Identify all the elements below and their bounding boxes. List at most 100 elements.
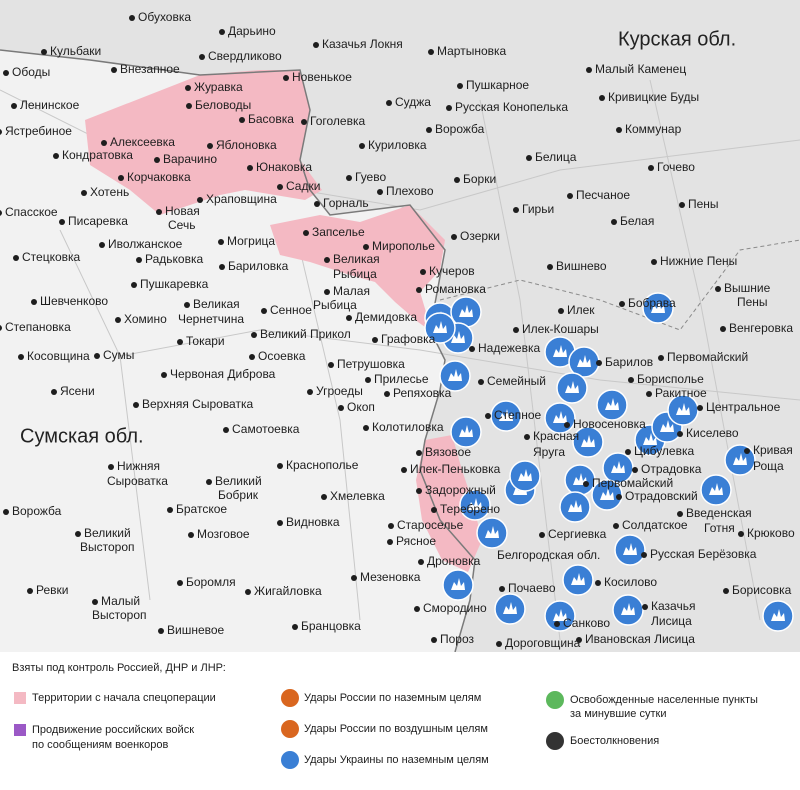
strike-burst xyxy=(448,369,462,381)
place-label: Мозговое xyxy=(197,527,250,541)
place-label: Беловоды xyxy=(195,98,251,112)
place-label: Вишнево xyxy=(556,259,607,273)
place-dot xyxy=(31,299,37,305)
place-label: Свердликово xyxy=(208,49,282,63)
place-dot xyxy=(99,242,105,248)
place-label: Братское xyxy=(176,502,227,516)
place-dot xyxy=(619,301,625,307)
place-dot xyxy=(303,230,309,236)
strike-burst xyxy=(553,609,567,621)
place-dot xyxy=(161,372,167,378)
place-label: Дроновка xyxy=(427,554,481,568)
place-dot xyxy=(156,209,162,215)
place-label: Цибулевка xyxy=(634,444,694,458)
place-label: Барилов xyxy=(605,355,653,369)
place-label: Малый xyxy=(101,594,140,608)
place-dot xyxy=(219,264,225,270)
place-label: Роща xyxy=(753,459,784,473)
place-label: Пушкаревка xyxy=(140,277,209,291)
place-label: Центральное xyxy=(706,400,781,414)
place-dot xyxy=(197,197,203,203)
place-dot xyxy=(625,449,631,455)
place-dot xyxy=(94,353,100,359)
strike-burst xyxy=(451,578,465,590)
place-dot xyxy=(426,127,432,133)
place-label: Сечь xyxy=(168,218,195,232)
place-label: Борисовка xyxy=(732,583,792,597)
place-label: Горналь xyxy=(323,196,369,210)
place-dot xyxy=(177,339,183,345)
place-label: Вязовое xyxy=(425,445,471,459)
strike-burst xyxy=(499,409,513,421)
place-label: Староселье xyxy=(397,518,464,532)
place-label: Кульбаки xyxy=(50,44,101,58)
strike-burst xyxy=(568,500,582,512)
place-dot xyxy=(346,315,352,321)
place-dot xyxy=(247,165,253,171)
place-label: Садки xyxy=(286,179,320,193)
strike-burst xyxy=(565,381,579,393)
place-label: Храповщина xyxy=(206,192,277,206)
place-label: Великая xyxy=(193,297,240,311)
place-dot xyxy=(351,575,357,581)
legend-label: Продвижение российских войск xyxy=(32,724,194,736)
place-dot xyxy=(59,219,65,225)
place-dot xyxy=(454,177,460,183)
place-label: Теребрено xyxy=(440,502,500,516)
place-dot xyxy=(206,479,212,485)
place-dot xyxy=(218,239,224,245)
place-label: Графовка xyxy=(381,332,436,346)
place-label: Рясное xyxy=(396,534,436,548)
place-dot xyxy=(301,119,307,125)
place-dot xyxy=(338,405,344,411)
place-label: Суджа xyxy=(395,95,431,109)
place-dot xyxy=(677,511,683,517)
place-dot xyxy=(328,362,334,368)
place-dot xyxy=(129,15,135,21)
place-dot xyxy=(283,75,289,81)
place-label: Бобрава xyxy=(628,296,676,310)
place-dot xyxy=(386,100,392,106)
place-dot xyxy=(249,354,255,360)
strike-burst xyxy=(518,469,532,481)
place-label: Белая xyxy=(620,214,654,228)
place-label: Стецковка xyxy=(22,250,81,264)
place-label: Осоевка xyxy=(258,349,306,363)
place-label: Казачья Локня xyxy=(322,37,403,51)
place-dot xyxy=(321,494,327,500)
place-label: Великий xyxy=(84,526,131,540)
legend-label: Удары Украины по наземным целям xyxy=(304,754,489,766)
state-border xyxy=(0,49,476,653)
place-dot xyxy=(115,317,121,323)
place-dot xyxy=(363,244,369,250)
legend-swatch xyxy=(14,724,26,736)
place-label: Введенская xyxy=(686,506,752,520)
place-label: Рыбица xyxy=(313,298,357,312)
strike-burst xyxy=(623,543,637,555)
place-label: Чернетчина xyxy=(178,312,244,326)
place-label: Запселье xyxy=(312,225,365,239)
place-label: Первомайский xyxy=(592,476,673,490)
legend-label: Удары России по воздушным целям xyxy=(304,723,488,735)
place-dot xyxy=(513,327,519,333)
place-label: Ястребиное xyxy=(5,124,72,138)
region-label: Курская обл. xyxy=(618,28,736,50)
strike-burst xyxy=(459,425,473,437)
place-dot xyxy=(277,184,283,190)
place-dot xyxy=(648,165,654,171)
place-label: Малая xyxy=(333,284,370,298)
place-dot xyxy=(416,488,422,494)
place-label: Ворожба xyxy=(435,122,485,136)
region-border xyxy=(439,239,800,331)
place-dot xyxy=(0,325,2,331)
place-label: Выстороп xyxy=(92,608,147,622)
strike-burst xyxy=(451,331,465,343)
place-dot xyxy=(446,105,452,111)
place-label: Белица xyxy=(535,150,577,164)
place-label: Солдатское xyxy=(622,518,688,532)
place-label: Червоная Диброва xyxy=(170,367,276,381)
place-label: Венгеровка xyxy=(729,321,793,335)
place-dot xyxy=(346,175,352,181)
strike-burst xyxy=(600,488,614,500)
place-label: Борки xyxy=(463,172,496,186)
